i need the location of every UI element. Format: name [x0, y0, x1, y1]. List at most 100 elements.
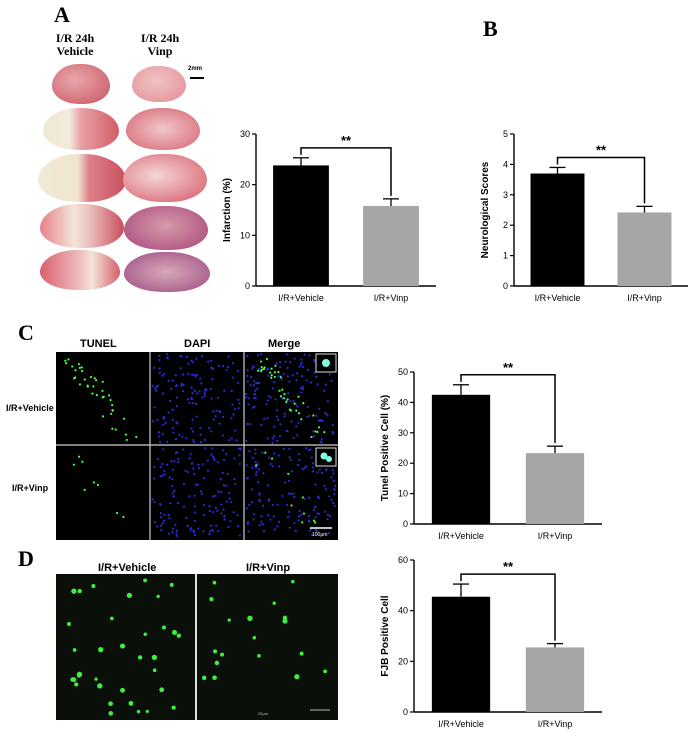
dapi-nucleus: [230, 437, 233, 440]
dapi-nucleus: [163, 469, 166, 473]
dapi-nucleus: [235, 439, 238, 442]
dapi-nucleus: [158, 354, 161, 357]
dapi-nucleus: [283, 415, 286, 418]
dapi-nucleus: [247, 403, 250, 406]
dapi-nucleus: [160, 528, 163, 532]
dapi-nucleus: [245, 439, 248, 443]
tunel-positive-dot: [111, 427, 114, 430]
fjb-positive-cell: [176, 633, 182, 638]
dapi-nucleus: [320, 419, 323, 422]
dapi-nucleus: [296, 463, 300, 467]
dapi-nucleus: [161, 522, 164, 525]
dapi-nucleus: [155, 385, 158, 388]
dapi-nucleus: [311, 533, 314, 537]
dapi-nucleus: [177, 460, 180, 463]
tunel-scale-label: 100µm: [312, 532, 328, 538]
dapi-nucleus: [299, 387, 303, 390]
dapi-nucleus: [281, 494, 284, 497]
significance-label: **: [341, 133, 352, 148]
y-tick-label: 5: [503, 129, 508, 139]
tunel-positive-dot: [301, 521, 304, 524]
dapi-nucleus: [271, 441, 274, 444]
dapi-nucleus: [199, 426, 202, 430]
dapi-nucleus: [227, 355, 230, 358]
dapi-nucleus: [179, 367, 182, 370]
dapi-nucleus: [308, 354, 311, 357]
dapi-nucleus: [203, 504, 206, 507]
panel-label-d: D: [18, 546, 34, 571]
tunel-positive-dot: [301, 496, 304, 499]
fjb-header-vinp: I/R+Vinp: [246, 562, 291, 574]
dapi-nucleus: [256, 463, 259, 466]
scale-bar-2mm: [190, 77, 204, 79]
dapi-nucleus: [231, 376, 234, 379]
dapi-nucleus: [189, 528, 192, 532]
dapi-nucleus: [216, 529, 220, 533]
tunel-positive-dot: [86, 385, 89, 388]
dapi-nucleus: [209, 387, 212, 390]
dapi-nucleus: [279, 360, 282, 364]
dapi-nucleus: [186, 471, 189, 474]
dapi-nucleus: [267, 374, 270, 377]
dapi-nucleus: [158, 371, 161, 374]
dapi-nucleus: [169, 502, 172, 505]
fjb-positive-cell: [128, 700, 134, 706]
fjb-positive-cell: [252, 636, 257, 640]
dapi-nucleus: [324, 488, 328, 491]
dapi-nucleus: [252, 384, 256, 387]
tunel-positive-dot: [270, 457, 274, 460]
dapi-nucleus: [250, 501, 254, 504]
dapi-nucleus: [314, 483, 317, 486]
dapi-nucleus: [328, 373, 331, 376]
y-tick-label: 30: [398, 428, 408, 438]
fjb-header-vehicle: I/R+Vehicle: [98, 562, 157, 574]
fjb-positive-cell: [171, 705, 176, 710]
dapi-nucleus: [193, 389, 197, 393]
y-tick-label: 3: [503, 190, 508, 200]
y-tick-label: 10: [240, 230, 250, 240]
dapi-nucleus: [324, 468, 327, 472]
dapi-nucleus: [192, 438, 195, 442]
tunel-positive-dot: [269, 371, 272, 374]
dapi-nucleus: [151, 384, 154, 388]
dapi-nucleus: [191, 402, 195, 405]
dapi-nucleus: [298, 509, 301, 513]
tunel-positive-dot: [279, 395, 283, 398]
dapi-nucleus: [215, 409, 218, 412]
dapi-nucleus: [297, 515, 301, 518]
dapi-nucleus: [254, 452, 257, 455]
significance-label: **: [596, 142, 607, 157]
dapi-nucleus: [315, 414, 318, 417]
dapi-nucleus: [193, 472, 196, 476]
tunel-positive-dot: [81, 369, 84, 373]
dapi-nucleus: [214, 494, 217, 497]
dapi-nucleus: [255, 466, 258, 469]
dapi-nucleus: [310, 456, 313, 459]
brain-slice-vinp-1: [132, 66, 186, 102]
fjb-positive-cell: [257, 653, 261, 658]
dapi-nucleus: [182, 505, 186, 508]
dapi-nucleus: [211, 495, 214, 498]
dapi-nucleus: [282, 372, 285, 376]
dapi-nucleus: [276, 439, 279, 443]
dapi-nucleus: [193, 519, 197, 523]
tunel-positive-dot: [302, 512, 306, 515]
dapi-nucleus: [199, 490, 203, 493]
dapi-nucleus: [293, 357, 296, 360]
dapi-nucleus: [318, 407, 321, 410]
dapi-nucleus: [269, 462, 272, 466]
dapi-nucleus: [247, 397, 250, 400]
brain-col-header-vinp: I/R 24h Vinp: [140, 31, 180, 58]
tunel-positive-dot: [259, 360, 263, 363]
dapi-nucleus: [269, 518, 272, 521]
dapi-nucleus: [257, 468, 260, 471]
tunel-positive-dot: [125, 438, 128, 442]
dapi-nucleus: [253, 392, 256, 395]
dapi-nucleus: [294, 529, 297, 533]
y-tick-label: 20: [398, 656, 408, 666]
brain-slice-vinp-3: [123, 154, 207, 202]
dapi-nucleus: [271, 437, 274, 440]
dapi-nucleus: [192, 529, 195, 532]
panel-label-c: C: [18, 320, 34, 345]
dapi-nucleus: [227, 491, 231, 495]
